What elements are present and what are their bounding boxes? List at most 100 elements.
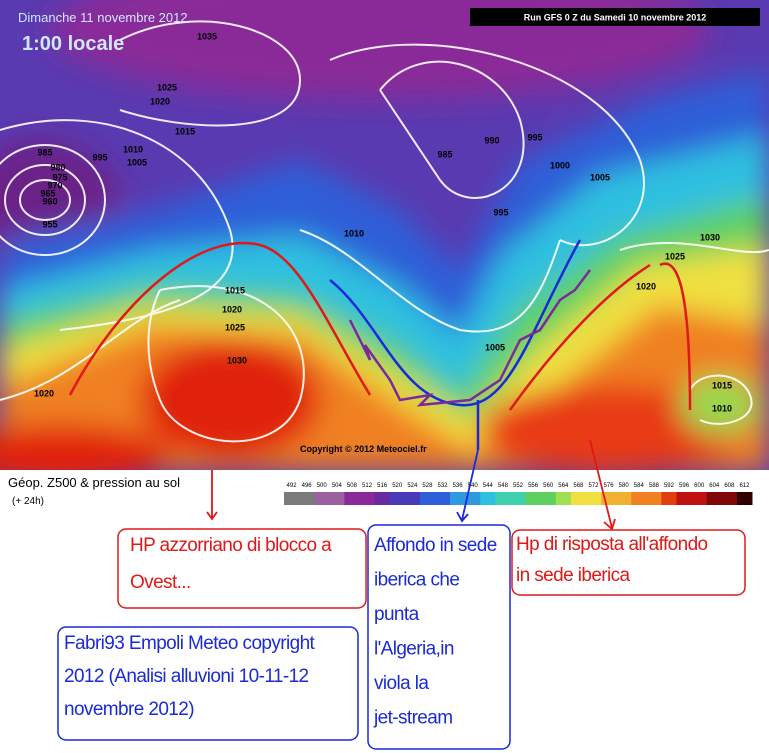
scale-swatch [480,492,496,505]
scale-label: 500 [317,483,328,489]
annotation-box [511,529,746,596]
scale-swatch [646,492,662,505]
scale-swatch [555,492,572,505]
scale-swatch [495,492,511,505]
isobar-label: 1005 [590,172,610,182]
date: Dimanche 11 novembre 2012 [18,10,188,25]
isobar-label: 1020 [150,96,170,106]
scale-swatch [434,492,451,505]
annotation-text: novembre 2012) [64,699,194,720]
scale-label: 524 [407,483,418,489]
isobar-label: 1005 [485,342,505,352]
isobar-label: 1025 [225,322,245,332]
scale-swatch [374,492,391,505]
scale-swatch [359,492,376,505]
scale-swatch [299,492,315,505]
scale-swatch [314,492,330,505]
isobar-label: 1025 [665,251,685,261]
annotation-text: punta [374,604,420,625]
isobar-label: 960 [42,196,57,206]
scale-label: 584 [634,483,645,489]
isobar-label: 1015 [712,380,732,390]
isobar-label: 995 [493,207,508,217]
isobar-label: 1030 [700,232,720,242]
scale-label: 516 [377,483,388,489]
scale-swatch [676,492,693,505]
scale-label: 564 [558,483,569,489]
isobar-label: 995 [92,152,107,162]
scale-label: 520 [392,483,403,489]
scale-swatch [721,492,738,505]
scale-label: 572 [588,483,599,489]
scale-swatch [570,492,587,505]
scale-swatch [706,492,723,505]
isobar-label: 1005 [127,157,147,167]
annotation-text: l'Algeria,in [374,638,454,659]
scale-swatch [465,492,481,505]
isobar-lines [0,20,769,443]
scale-swatch [585,492,602,505]
scale-swatch [525,492,542,505]
annotation-text: Fabri93 Empoli Meteo copyright [64,633,316,654]
scale-swatch [329,492,345,505]
run-box [470,8,760,26]
scale-label: 528 [422,483,433,489]
scale-swatch [616,492,632,505]
annotation-lines [68,239,692,450]
scale-label: 580 [619,483,630,489]
isobar-label: 1035 [197,31,217,41]
isobar-label: 1000 [550,160,570,170]
scale-swatch [450,492,466,505]
scale-swatch [419,492,436,505]
isobar-label: 990 [484,135,499,145]
isobar-label: 1015 [175,126,195,136]
scale-label: 548 [498,483,509,489]
annotation-box [57,626,359,741]
scale-swatch [510,492,527,505]
annotation-text: HP azzorriano di blocco a [130,535,332,556]
scale-swatch [691,492,708,505]
scale-swatch [284,492,300,505]
annotation-text: Hp di risposta all'affondo [516,534,708,555]
scale-label: 604 [709,483,720,489]
map: Copyright © 2012 Meteociel.fr [0,0,769,470]
scale-label: 512 [362,483,373,489]
annotation-text: Ovest... [130,572,191,593]
arrows [206,439,616,531]
isobar-label: 975 [52,172,67,182]
scale-label: 544 [483,483,494,489]
color-scale: 492 496 500 504 508 512 516 520 524 528 532 536 540 5… [284,483,753,505]
scale-label: 532 [438,483,449,489]
isobar-label: 1020 [636,281,656,291]
annotation-text: viola la [374,673,429,694]
scale-label: 496 [302,483,313,489]
scale-label: 612 [739,483,750,489]
scale-label: 560 [543,483,554,489]
isobar-label: 995 [527,132,542,142]
scale-swatch [344,492,360,505]
time: 1:00 locale [22,33,124,55]
annotation-text: iberica che [374,569,459,590]
scale-label: 552 [513,483,524,489]
annotations: HP azzorriano di blocco a Ovest... Affondo… [64,534,708,729]
isobar-label: 965 [40,188,55,198]
scale-swatch [540,492,557,505]
scale-swatch [631,492,647,505]
scale-swatch [389,492,406,505]
scale-swatch [661,492,678,505]
scale-label: 592 [664,483,675,489]
scale-label: 600 [694,483,705,489]
scale-label: 540 [468,483,479,489]
isobar-label: 1010 [123,144,143,154]
annotation-text: 2012 (Analisi alluvioni 10-11-12 [64,666,309,687]
scale-label: 608 [724,483,735,489]
scale-label: 556 [528,483,539,489]
copyright: Copyright © 2012 Meteociel.fr [300,444,427,454]
isobar-label: 955 [42,219,57,229]
legend-subtitle: (+ 24h) [12,496,44,507]
isobar-label: 1020 [34,388,54,398]
isobar-label: 980 [50,162,65,172]
annotation-text: in sede iberica [516,565,631,586]
scale-label: 508 [347,483,358,489]
scale-label: 504 [332,483,343,489]
